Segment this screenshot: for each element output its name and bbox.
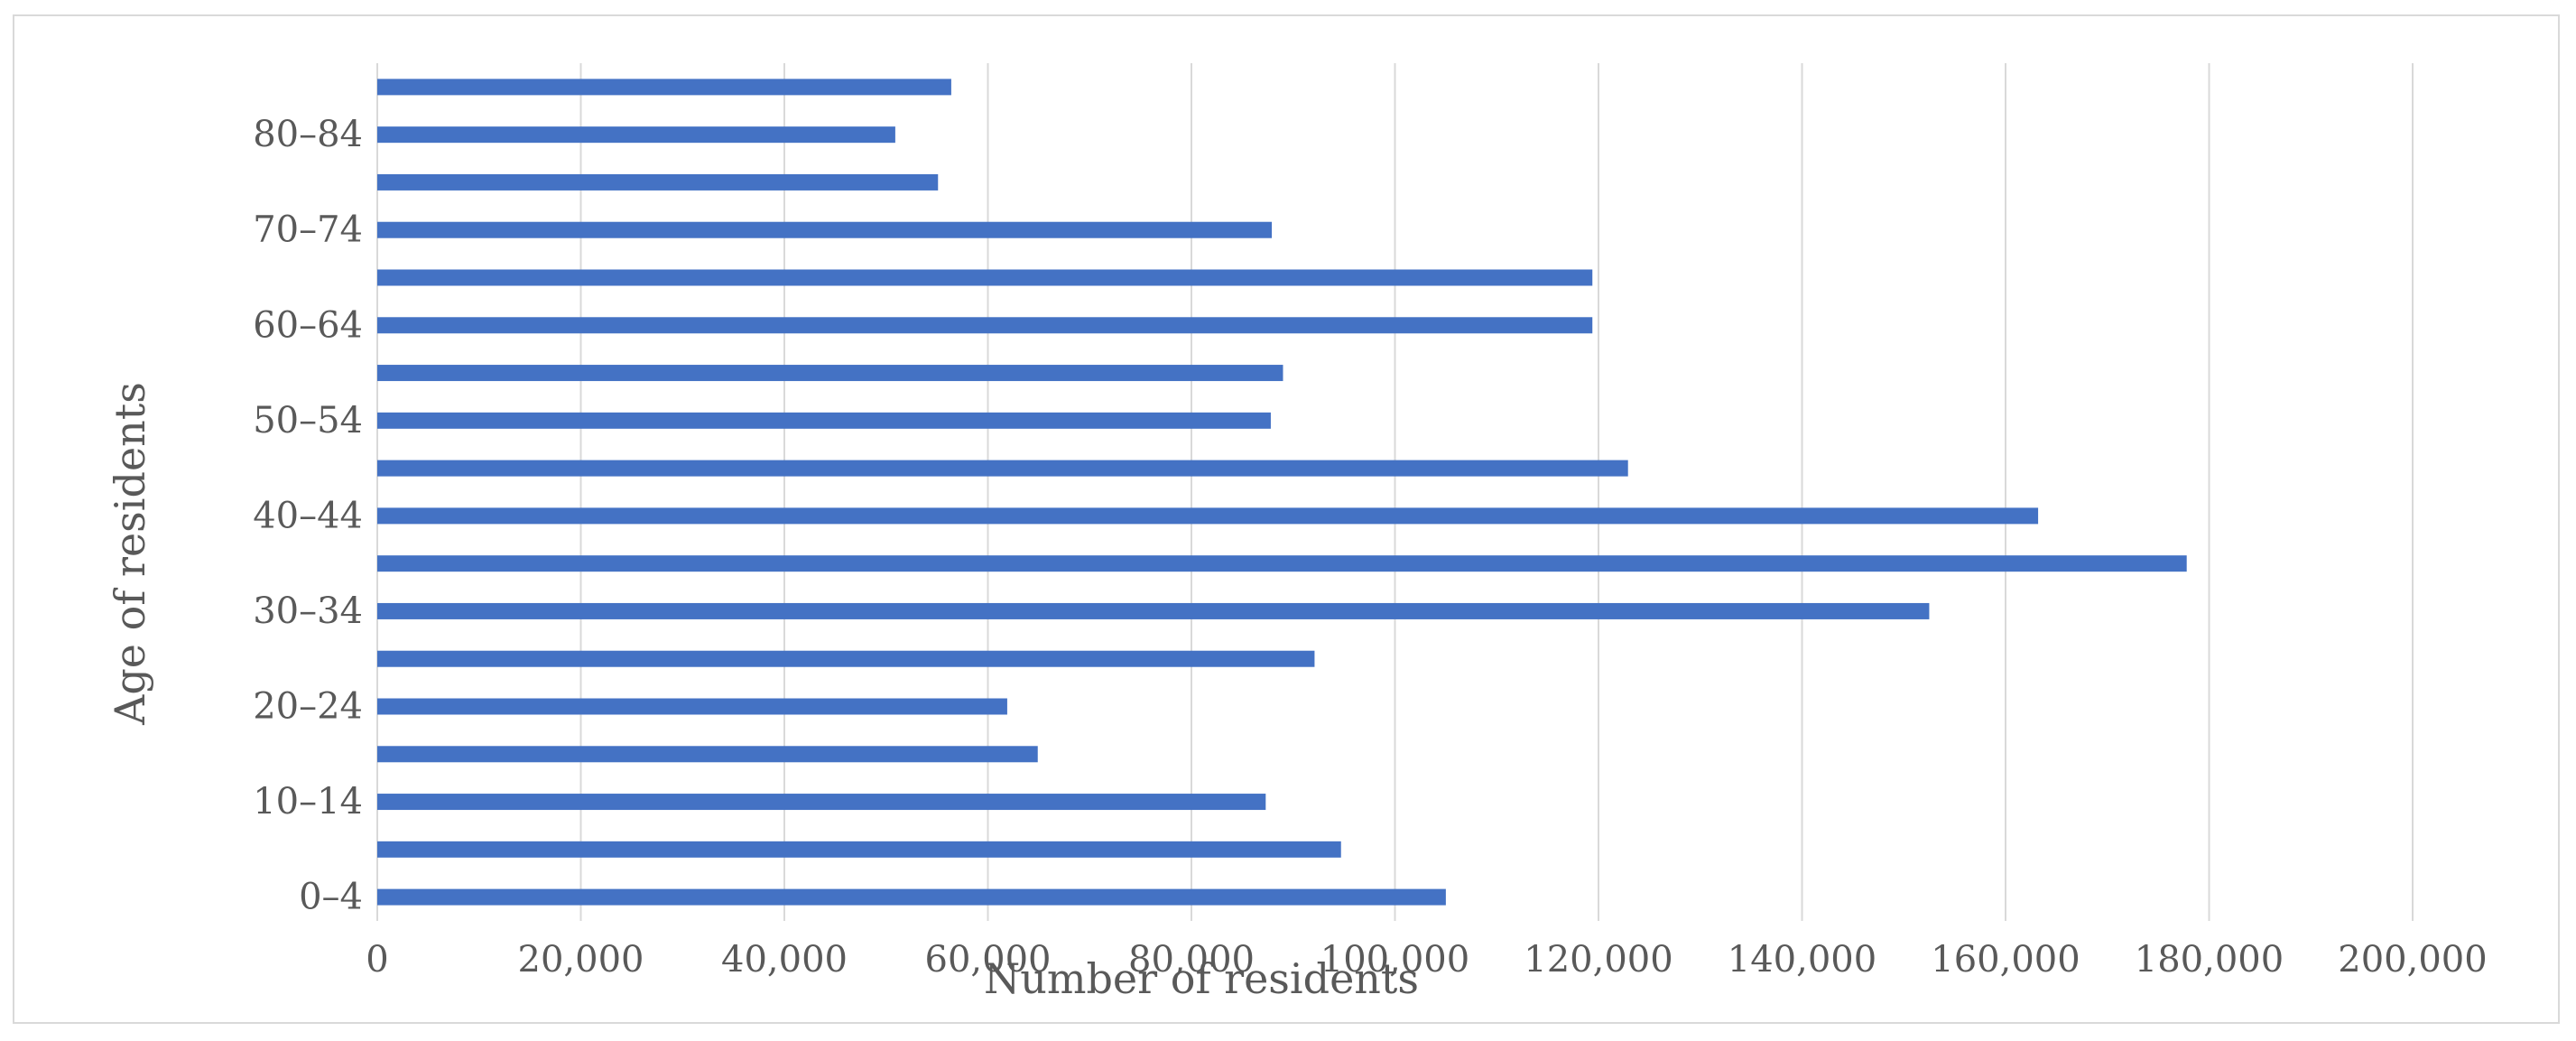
x-tick-label-10: 200,000 (2338, 939, 2487, 981)
bar-16 (377, 126, 895, 144)
bar-14 (377, 221, 1273, 238)
x-tick-label-7: 140,000 (1728, 939, 1876, 981)
x-tick-label-9: 180,000 (2135, 939, 2284, 981)
bar-5 (377, 650, 1315, 667)
bar-7 (377, 555, 2187, 572)
bar-13 (377, 269, 1593, 286)
bar-6 (377, 602, 1930, 619)
x-tick-label-4: 80,000 (1128, 939, 1255, 981)
bar-9 (377, 460, 1628, 477)
y-tick-label-10: 50–54 (253, 400, 363, 441)
bar-4 (377, 698, 1007, 715)
gridlines (376, 63, 2414, 921)
chart-frame: 0–4 10–14 20–24 30–34 40–44 50–54 60–64 70–74 80… (13, 14, 2560, 1024)
x-tick-label-5: 100,000 (1320, 939, 1469, 981)
x-tick-label-6: 120,000 (1524, 939, 1673, 981)
bar-12 (377, 317, 1593, 334)
bar-2 (377, 794, 1266, 811)
bars (377, 79, 2187, 906)
x-tick-label-1: 20,000 (518, 939, 644, 981)
x-tick-label-2: 40,000 (721, 939, 848, 981)
bar-11 (377, 365, 1283, 382)
bar-chart: 0–4 10–14 20–24 30–34 40–44 50–54 60–64 70–74 80… (106, 63, 2488, 1003)
y-tick-label-0: 0–4 (299, 877, 363, 918)
y-tick-labels: 0–4 10–14 20–24 30–34 40–44 50–54 60–64 70–74 80… (253, 114, 363, 917)
bar-0 (377, 888, 1446, 906)
y-tick-label-2: 10–14 (253, 781, 363, 823)
x-axis-title: Number of residents (984, 954, 1419, 1003)
y-tick-label-8: 40–44 (253, 495, 363, 536)
x-tick-label-3: 60,000 (925, 939, 1052, 981)
y-axis-title: Age of residents (106, 382, 154, 726)
bar-3 (377, 746, 1038, 763)
y-tick-label-14: 70–74 (253, 209, 363, 251)
y-tick-label-12: 60–64 (253, 304, 363, 346)
bar-1 (377, 841, 1341, 858)
bar-8 (377, 507, 2039, 525)
bar-15 (377, 173, 939, 191)
bar-10 (377, 412, 1271, 429)
x-tick-labels: 0 20,000 40,000 60,000 80,000 100,000 120,000 1… (366, 939, 2487, 981)
y-tick-label-6: 30–34 (253, 590, 363, 632)
x-tick-label-0: 0 (366, 939, 388, 981)
x-tick-label-8: 160,000 (1931, 939, 2080, 981)
bar-17 (377, 79, 951, 96)
y-tick-label-4: 20–24 (253, 686, 363, 728)
y-tick-label-16: 80–84 (253, 114, 363, 155)
